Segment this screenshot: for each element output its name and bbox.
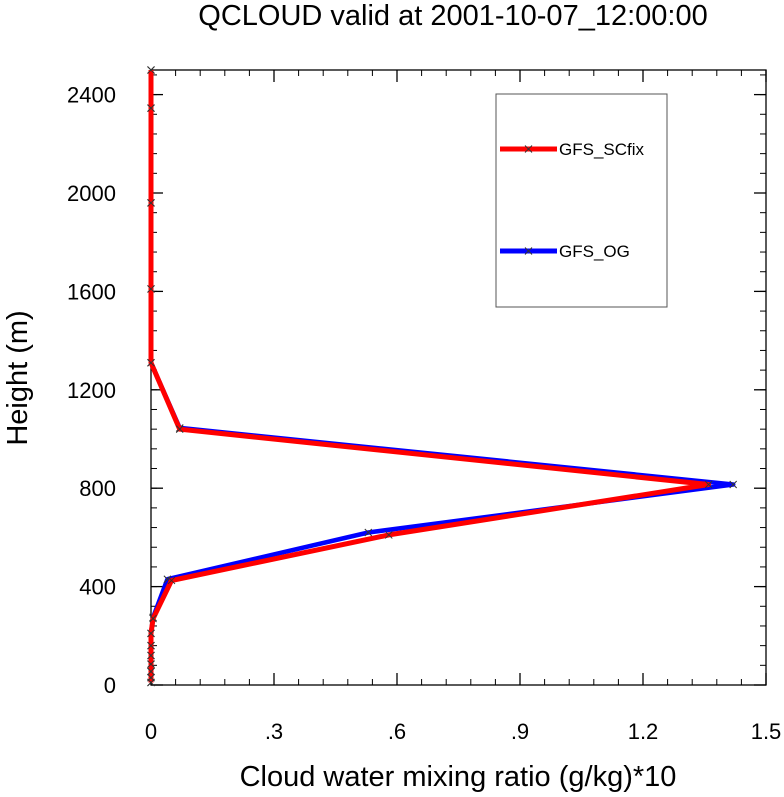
data-point-marker	[147, 651, 155, 660]
series-gfs-og	[147, 66, 738, 687]
x-tick-label: 1.2	[628, 719, 659, 744]
x-tick-label: .3	[265, 719, 283, 744]
data-point-marker	[147, 660, 155, 668]
data-point-marker	[175, 425, 184, 434]
axes: 0 .3 .6 .9 1.2 1.5 0 400 800 1200 1600 2000 2400	[67, 69, 782, 744]
series-line	[148, 70, 712, 683]
series-line	[148, 70, 736, 683]
legend-label: GFS_OG	[559, 242, 630, 261]
series-gfs-scfix	[147, 66, 713, 687]
legend-box	[495, 93, 668, 308]
legend-marker	[524, 247, 533, 255]
legend-item-gfs-scfix: GFS_SCfix	[500, 140, 645, 159]
x-tick-label: 1.5	[751, 719, 782, 744]
x-tick-label: .9	[511, 719, 529, 744]
y-tick-label: 2000	[67, 181, 116, 206]
y-tick-label: 2400	[67, 83, 116, 108]
chart-title: QCLOUD valid at 2001-10-07_12:00:00	[198, 0, 707, 32]
data-point-marker	[147, 629, 155, 638]
data-point-marker	[147, 673, 155, 682]
legend-marker	[524, 145, 533, 153]
y-tick-label: 1600	[67, 279, 116, 304]
data-point-marker	[147, 358, 155, 367]
data-point-marker	[147, 198, 155, 207]
legend: GFS_SCfix GFS_OG	[495, 93, 668, 308]
y-axis-label: Height (m)	[2, 310, 34, 445]
plot-frame	[150, 69, 767, 686]
data-point-marker	[147, 285, 155, 293]
data-point-marker	[704, 480, 713, 489]
data-point-marker	[384, 531, 393, 539]
y-tick-label: 1200	[67, 378, 116, 403]
data-point-marker	[147, 641, 155, 650]
data-point-marker	[147, 66, 155, 74]
x-tick-label: 0	[145, 719, 157, 744]
data-point-marker	[167, 576, 176, 585]
data-point-marker	[149, 614, 157, 623]
y-tick-label: 800	[79, 476, 116, 501]
data-point-marker	[364, 528, 373, 537]
y-tick-label: 0	[104, 673, 116, 698]
plot-series	[147, 66, 738, 687]
y-tick-label: 400	[79, 575, 116, 600]
data-point-marker	[147, 667, 155, 676]
legend-label: GFS_SCfix	[559, 140, 645, 159]
data-point-marker	[147, 104, 155, 112]
legend-item-gfs-og: GFS_OG	[500, 242, 630, 261]
x-axis-label: Cloud water mixing ratio (g/kg)*10	[240, 761, 677, 793]
x-tick-label: .6	[388, 719, 406, 744]
data-point-marker	[729, 480, 738, 489]
